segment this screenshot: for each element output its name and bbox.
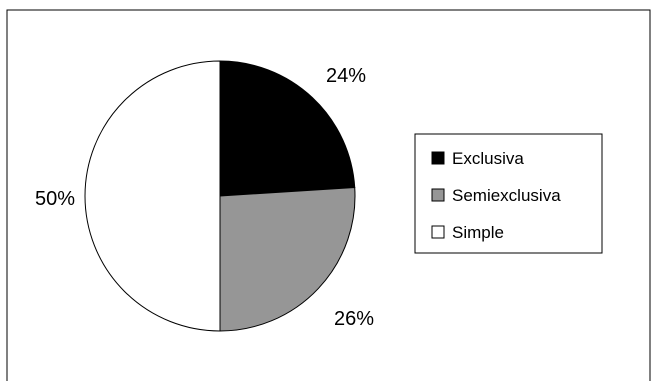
- pie-slice-exclusiva: [219, 60, 356, 197]
- legend-label-semiexclusiva: Semiexclusiva: [452, 186, 561, 205]
- legend-label-exclusiva: Exclusiva: [452, 149, 524, 168]
- data-labels: 24% 26% 50%: [35, 65, 374, 330]
- legend: Exclusiva Semiexclusiva Simple: [414, 133, 603, 254]
- legend-label-simple: Simple: [452, 223, 504, 242]
- data-label-exclusiva: 24%: [326, 65, 366, 87]
- pie-slice-simple: [84, 60, 221, 332]
- data-label-semiexclusiva: 26%: [334, 308, 374, 330]
- legend-box: [414, 133, 603, 254]
- data-label-simple: 50%: [35, 188, 75, 210]
- pie-slice-semiexclusiva: [219, 186, 356, 332]
- legend-swatch-exclusiva: [431, 151, 445, 165]
- pie-slices: [84, 60, 356, 332]
- legend-swatch-semiexclusiva: [431, 188, 445, 202]
- legend-swatch-simple: [431, 225, 445, 239]
- legend-items: Exclusiva Semiexclusiva Simple: [431, 149, 561, 242]
- chart-border: [6, 9, 651, 381]
